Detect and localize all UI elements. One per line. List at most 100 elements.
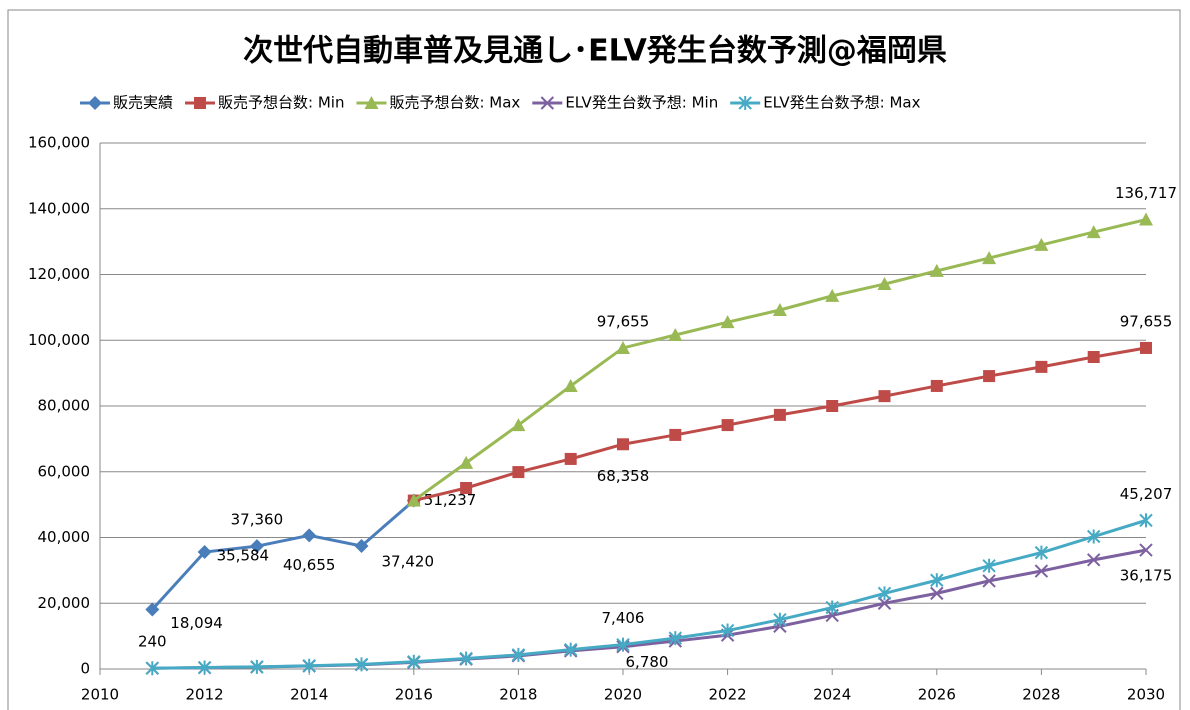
marker — [1087, 351, 1100, 364]
legend-label: 販売予想台数: Min — [218, 94, 344, 112]
marker — [930, 586, 944, 601]
x-tick-label: 2010 — [81, 686, 119, 704]
marker — [354, 538, 369, 553]
chart-border — [7, 9, 1181, 710]
marker — [1034, 564, 1049, 578]
y-tick-label: 160,000 — [28, 134, 90, 152]
legend-marker — [194, 97, 207, 109]
marker — [1034, 237, 1049, 251]
marker — [250, 659, 264, 674]
marker — [825, 288, 840, 302]
marker — [460, 481, 473, 494]
marker — [1086, 225, 1101, 239]
marker — [563, 378, 578, 392]
legend-label: ELV発生台数予想: Min — [565, 94, 718, 112]
marker — [772, 303, 787, 317]
marker — [877, 596, 892, 610]
marker — [1034, 545, 1049, 560]
x-tick-label: 2012 — [186, 686, 224, 704]
data-label: 6,780 — [626, 653, 669, 671]
x-tick-label: 2024 — [813, 686, 851, 704]
marker — [249, 539, 264, 554]
marker — [197, 660, 212, 675]
marker — [511, 418, 526, 432]
marker — [302, 658, 316, 673]
legend-item: 販売実績 — [80, 94, 173, 112]
marker — [826, 400, 839, 412]
marker — [720, 623, 735, 638]
marker — [459, 455, 474, 469]
series — [407, 341, 1152, 507]
marker — [721, 419, 734, 432]
marker — [773, 612, 787, 627]
x-tick-label: 2026 — [918, 686, 956, 704]
legend-item: 販売予想台数: Min — [185, 94, 344, 112]
marker — [878, 390, 891, 403]
marker — [669, 428, 682, 441]
data-label: 97,655 — [597, 312, 650, 330]
marker — [1139, 513, 1153, 528]
marker — [877, 586, 892, 601]
marker — [1139, 212, 1153, 226]
legend-marker — [540, 96, 555, 110]
y-tick-label: 60,000 — [38, 462, 91, 480]
series — [406, 212, 1153, 507]
marker — [512, 466, 525, 479]
data-label: 45,207 — [1120, 485, 1173, 503]
data-label: 136,717 — [1115, 184, 1177, 202]
marker — [617, 438, 629, 451]
marker — [930, 379, 943, 392]
marker — [982, 574, 996, 588]
marker — [668, 327, 683, 341]
data-label: 37,360 — [231, 511, 284, 529]
marker — [1139, 543, 1153, 557]
legend-label: 販売実績 — [113, 94, 173, 112]
marker — [1035, 360, 1048, 373]
x-tick-label: 2016 — [395, 686, 433, 704]
legend-item: 販売予想台数: Max — [356, 94, 520, 112]
marker — [720, 315, 735, 329]
data-label: 40,655 — [283, 556, 336, 574]
y-tick-label: 40,000 — [38, 528, 91, 546]
series — [145, 513, 1153, 676]
x-tick-label: 2020 — [604, 686, 642, 704]
marker — [407, 654, 421, 669]
marker — [1086, 529, 1101, 544]
data-label: 18,094 — [170, 614, 223, 632]
y-tick-label: 100,000 — [28, 331, 90, 349]
data-label: 97,655 — [1120, 312, 1173, 330]
marker — [145, 602, 160, 617]
data-label: 36,175 — [1120, 567, 1173, 585]
series-line — [152, 518, 1147, 670]
marker — [982, 558, 996, 573]
y-tick-label: 120,000 — [28, 265, 90, 283]
marker — [825, 600, 839, 615]
x-tick-label: 2022 — [709, 686, 747, 704]
legend-label: 販売予想台数: Max — [389, 94, 520, 112]
data-label: 7,406 — [602, 609, 645, 627]
marker — [616, 637, 630, 652]
marker — [511, 647, 526, 662]
y-tick-label: 20,000 — [38, 594, 91, 612]
legend-item: ELV発生台数予想: Max — [730, 94, 921, 112]
legend-marker — [88, 96, 102, 110]
y-tick-label: 0 — [80, 660, 90, 678]
marker — [982, 251, 997, 265]
marker — [616, 340, 630, 354]
marker — [354, 657, 369, 672]
legend-label: ELV発生台数予想: Max — [763, 94, 920, 112]
marker — [1140, 341, 1152, 354]
legend-marker — [364, 96, 379, 109]
series-line — [151, 499, 415, 611]
marker — [668, 631, 683, 646]
data-label: 37,420 — [382, 552, 435, 570]
marker — [564, 452, 577, 465]
marker — [877, 277, 892, 291]
marker — [145, 661, 160, 676]
data-label: 240 — [138, 633, 167, 651]
chart-title: 次世代自動車普及見通し･ELV発生台数予測@福岡県 — [243, 34, 947, 69]
y-tick-label: 80,000 — [38, 397, 91, 415]
marker — [563, 642, 578, 657]
marker — [773, 408, 786, 421]
marker — [1086, 553, 1101, 567]
